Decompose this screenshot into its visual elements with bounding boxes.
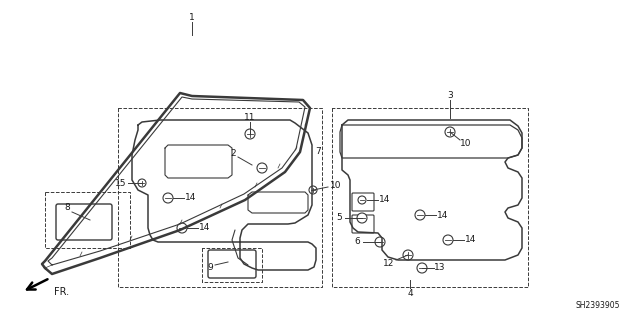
Text: 15: 15	[115, 179, 127, 188]
Text: 14: 14	[437, 211, 449, 219]
Circle shape	[177, 223, 187, 233]
Text: 10: 10	[330, 181, 342, 189]
Text: 1: 1	[189, 12, 195, 21]
Circle shape	[257, 163, 267, 173]
Circle shape	[443, 235, 453, 245]
Text: 2: 2	[230, 149, 236, 158]
Circle shape	[403, 250, 413, 260]
Text: 5: 5	[336, 213, 342, 222]
Text: 6: 6	[354, 238, 360, 247]
Text: 8: 8	[64, 204, 70, 212]
Text: 14: 14	[465, 235, 477, 244]
Text: 10: 10	[460, 138, 472, 147]
Text: 4: 4	[407, 288, 413, 298]
Text: 7: 7	[315, 147, 321, 157]
Circle shape	[245, 129, 255, 139]
Circle shape	[415, 210, 425, 220]
Text: 11: 11	[244, 113, 256, 122]
Circle shape	[358, 196, 366, 204]
Text: FR.: FR.	[54, 287, 70, 297]
Circle shape	[375, 237, 385, 247]
Circle shape	[445, 127, 455, 137]
Text: 13: 13	[435, 263, 445, 272]
Text: 14: 14	[186, 194, 196, 203]
Text: 14: 14	[199, 224, 211, 233]
Circle shape	[163, 193, 173, 203]
Circle shape	[309, 186, 317, 194]
Text: SH2393905: SH2393905	[576, 300, 620, 309]
Text: 12: 12	[383, 258, 395, 268]
Text: 3: 3	[447, 91, 453, 100]
Text: 9: 9	[207, 263, 213, 272]
Circle shape	[138, 179, 146, 187]
Circle shape	[357, 213, 367, 223]
Text: 14: 14	[380, 196, 390, 204]
Circle shape	[417, 263, 427, 273]
